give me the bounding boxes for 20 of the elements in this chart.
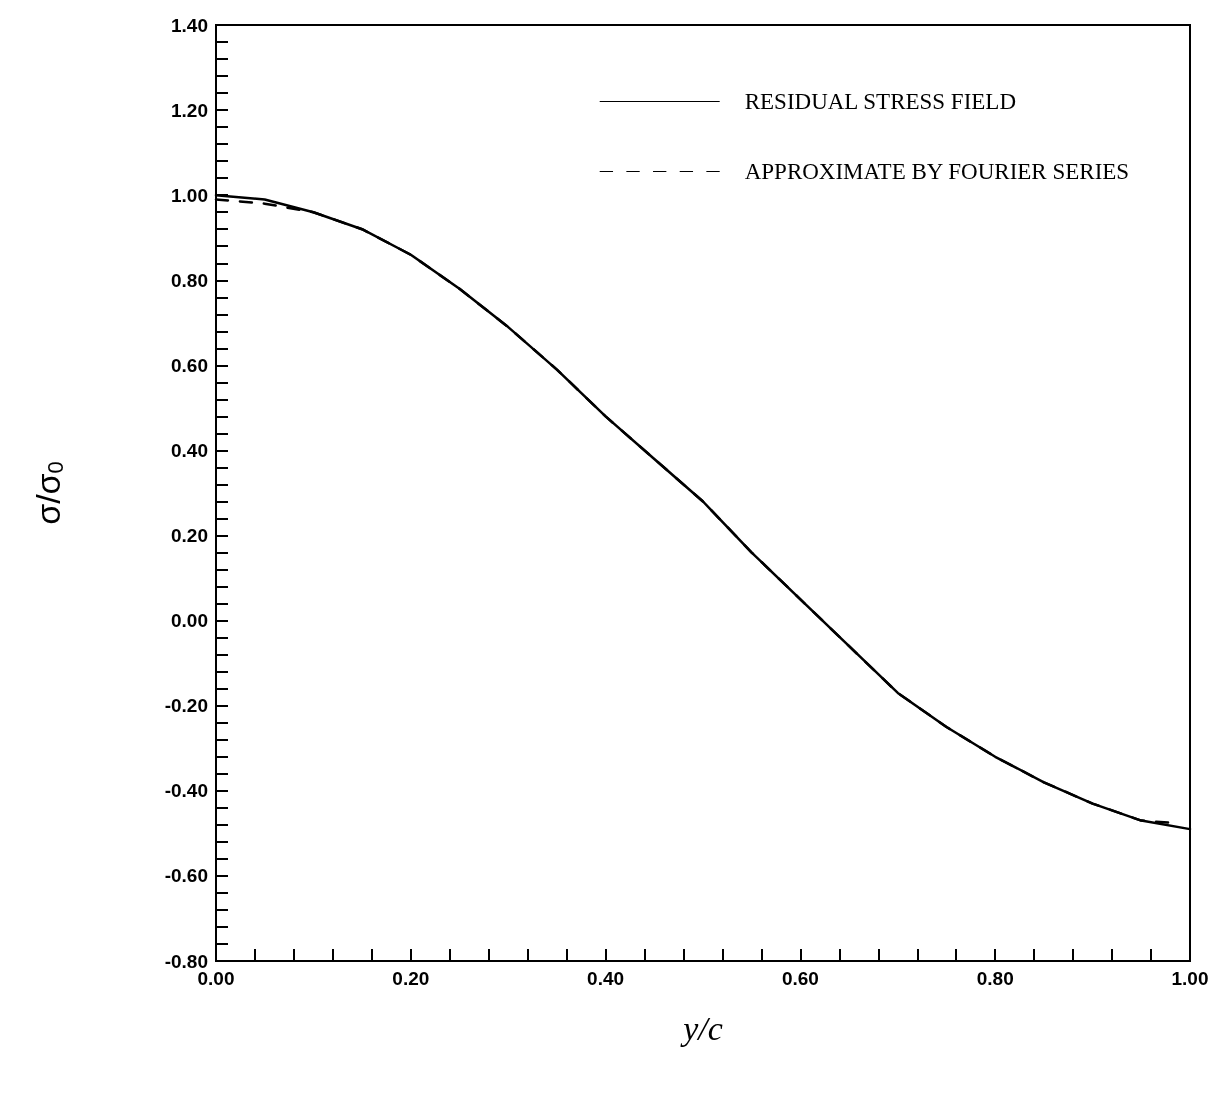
y-tick-label: 0.20 bbox=[171, 525, 208, 547]
y-tick-label: 0.40 bbox=[171, 439, 208, 461]
y-tick-label: 0.80 bbox=[171, 269, 208, 291]
x-axis-title: y/c bbox=[680, 1009, 723, 1047]
legend-label: APPROXIMATE BY FOURIER SERIES bbox=[744, 159, 1130, 184]
y-tick-label: -0.40 bbox=[164, 780, 208, 802]
y-tick-label: 0.00 bbox=[171, 610, 208, 632]
y-axis-title: σ/σ0 bbox=[29, 461, 68, 525]
y-tick-label: -0.20 bbox=[164, 695, 208, 717]
x-tick-label: 0.80 bbox=[976, 968, 1014, 989]
x-tick-label: 0.60 bbox=[781, 968, 819, 989]
y-tick-label: 0.60 bbox=[171, 354, 208, 376]
y-tick-label: 1.20 bbox=[171, 99, 208, 121]
y-tick-label: -0.60 bbox=[164, 865, 208, 887]
x-tick-label: 0.20 bbox=[392, 968, 430, 989]
x-tick-label: 0.40 bbox=[587, 968, 625, 989]
legend-label: RESIDUAL STRESS FIELD bbox=[744, 89, 1017, 114]
y-tick-label: 1.00 bbox=[171, 184, 208, 206]
y-tick-label: 1.40 bbox=[171, 14, 208, 36]
x-tick-label: 1.00 bbox=[1171, 968, 1209, 989]
